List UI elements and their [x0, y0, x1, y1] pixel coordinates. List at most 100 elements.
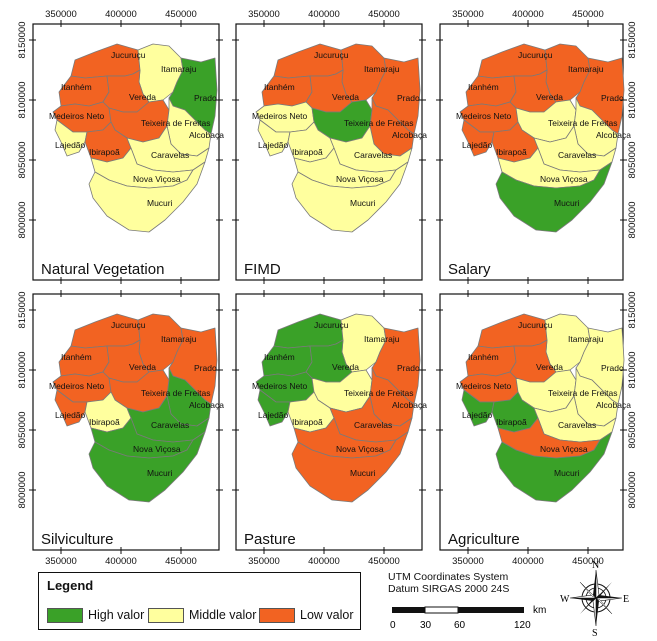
east-label: E — [623, 594, 629, 605]
municipality-map: Jucuruçu Itamaraju Prado Itanhém Vereda Medei… — [252, 313, 427, 503]
municipality-label: Itanhém — [264, 352, 295, 362]
panel-title: Agriculture — [448, 531, 520, 548]
municipality-label: Itamaraju — [568, 334, 604, 344]
legend-label-middle: Middle valor — [189, 608, 257, 622]
y-tick-label: 8050000 — [627, 142, 638, 179]
x-tick-label: 450000 — [165, 9, 197, 20]
north-label: N — [592, 560, 599, 571]
y-tick-label: 8100000 — [627, 82, 638, 119]
municipality-label: Vereda — [129, 362, 156, 372]
municipality-label: Lajedão — [55, 410, 86, 420]
y-tick-label: 8050000 — [17, 142, 28, 179]
municipality-label: Itanhém — [468, 82, 499, 92]
municipality-label: Medeiros Neto — [456, 381, 512, 391]
municipality-lajedao — [461, 389, 495, 427]
municipality-label: Caravelas — [354, 150, 392, 160]
municipality-label: Mucuri — [554, 198, 580, 208]
x-tick-label: 400000 — [512, 9, 544, 20]
municipality-lajedao — [461, 119, 495, 157]
y-tick-label: 8100000 — [17, 352, 28, 389]
municipality-label: Mucuri — [147, 198, 173, 208]
municipality-label: Itamaraju — [161, 64, 197, 74]
south-label: S — [592, 628, 598, 636]
scale-segment-3 — [458, 607, 524, 613]
x-tick-label: 350000 — [452, 9, 484, 20]
municipality-label: Medeiros Neto — [49, 381, 105, 391]
municipality-label: Nova Viçosa — [540, 174, 588, 184]
municipality-label: Caravelas — [558, 420, 596, 430]
municipality-mucuri — [88, 431, 206, 503]
x-tick-label: 350000 — [248, 9, 280, 20]
panel-title: Natural Vegetation — [41, 261, 164, 278]
municipality-lajedao — [54, 119, 88, 157]
legend-swatch-middle — [148, 607, 184, 623]
scale-unit: km — [533, 605, 546, 616]
municipality-label: Caravelas — [151, 420, 189, 430]
municipality-label: Prado — [397, 93, 420, 103]
municipality-label: Jucuruçu — [111, 320, 146, 330]
x-tick-label: 400000 — [105, 9, 137, 20]
panel-title: Silviculture — [41, 531, 114, 548]
municipality-label: Lajedão — [462, 410, 493, 420]
municipality-label: Nova Viçosa — [336, 444, 384, 454]
municipality-label: Jucuruçu — [111, 50, 146, 60]
municipality-label: Vereda — [536, 92, 563, 102]
municipality-label: Prado — [601, 363, 624, 373]
municipality-mucuri — [291, 161, 409, 233]
municipality-label: Mucuri — [147, 468, 173, 478]
municipality-label: Medeiros Neto — [456, 111, 512, 121]
municipality-label: Itanhém — [468, 352, 499, 362]
scale-label-60: 60 — [454, 620, 466, 631]
x-tick-label: 450000 — [572, 556, 604, 567]
municipality-label: Nova Viçosa — [540, 444, 588, 454]
panel-title: Pasture — [244, 531, 296, 548]
municipality-label: Vereda — [332, 362, 359, 372]
municipality-label: Lajedão — [55, 140, 86, 150]
municipality-mucuri — [495, 431, 613, 503]
y-tick-label: 8100000 — [17, 82, 28, 119]
x-tick-label: 350000 — [45, 556, 77, 567]
x-tick-label: 350000 — [45, 9, 77, 20]
municipality-map: Jucuruçu Itamaraju Prado Itanhém Vereda Medei… — [252, 43, 427, 233]
municipality-label: Itanhém — [264, 82, 295, 92]
y-tick-label: 8000000 — [627, 202, 638, 239]
municipality-map: Jucuruçu Itamaraju Prado Itanhém Vereda Medei… — [456, 313, 631, 503]
municipality-label: Itamaraju — [364, 64, 400, 74]
y-tick-label: 8150000 — [627, 22, 638, 59]
municipality-label: Medeiros Neto — [252, 381, 308, 391]
legend-swatch-low — [259, 607, 295, 623]
legend-label-high: High valor — [88, 608, 145, 622]
municipality-label: Teixeira de Freitas — [344, 388, 413, 398]
municipality-label: Teixeira de Freitas — [548, 118, 617, 128]
municipality-map: Jucuruçu Itamaraju Prado Itanhém Vereda Medei… — [456, 43, 631, 233]
municipality-label: Ibirapoã — [292, 417, 323, 427]
map-panel-salary: Jucuruçu Itamaraju Prado Itanhém Vereda Medei… — [436, 9, 638, 284]
municipality-label: Teixeira de Freitas — [344, 118, 413, 128]
crs-line-1: UTM Coordinates System — [388, 571, 509, 583]
municipality-lajedao — [257, 389, 291, 427]
municipality-label: Vereda — [129, 92, 156, 102]
x-tick-label: 450000 — [368, 556, 400, 567]
compass-rose-icon: N S E W — [560, 560, 629, 636]
coordinate-system-note: UTM Coordinates System Datum SIRGAS 2000… — [388, 571, 509, 595]
west-label: W — [560, 594, 570, 605]
municipality-mucuri — [291, 431, 409, 503]
x-tick-label: 350000 — [452, 556, 484, 567]
municipality-label: Ibirapoã — [89, 147, 120, 157]
municipality-label: Itamaraju — [568, 64, 604, 74]
municipality-map: Jucuruçu Itamaraju Prado Itanhém Vereda Medei… — [49, 313, 224, 503]
municipality-label: Teixeira de Freitas — [141, 118, 210, 128]
map-panel-agriculture: Jucuruçu Itamaraju Prado Itanhém Vereda Medei… — [436, 290, 638, 567]
x-tick-label: 400000 — [308, 556, 340, 567]
municipality-label: Nova Viçosa — [336, 174, 384, 184]
y-tick-label: 8000000 — [17, 472, 28, 509]
municipality-label: Jucuruçu — [518, 50, 553, 60]
y-tick-label: 8150000 — [627, 292, 638, 329]
scale-segment-1 — [392, 607, 425, 613]
municipality-label: Alcobaça — [392, 400, 427, 410]
legend-item-high: High valor — [47, 607, 144, 623]
municipality-label: Ibirapoã — [496, 147, 527, 157]
scale-label-30: 30 — [420, 620, 432, 631]
x-tick-label: 400000 — [105, 556, 137, 567]
